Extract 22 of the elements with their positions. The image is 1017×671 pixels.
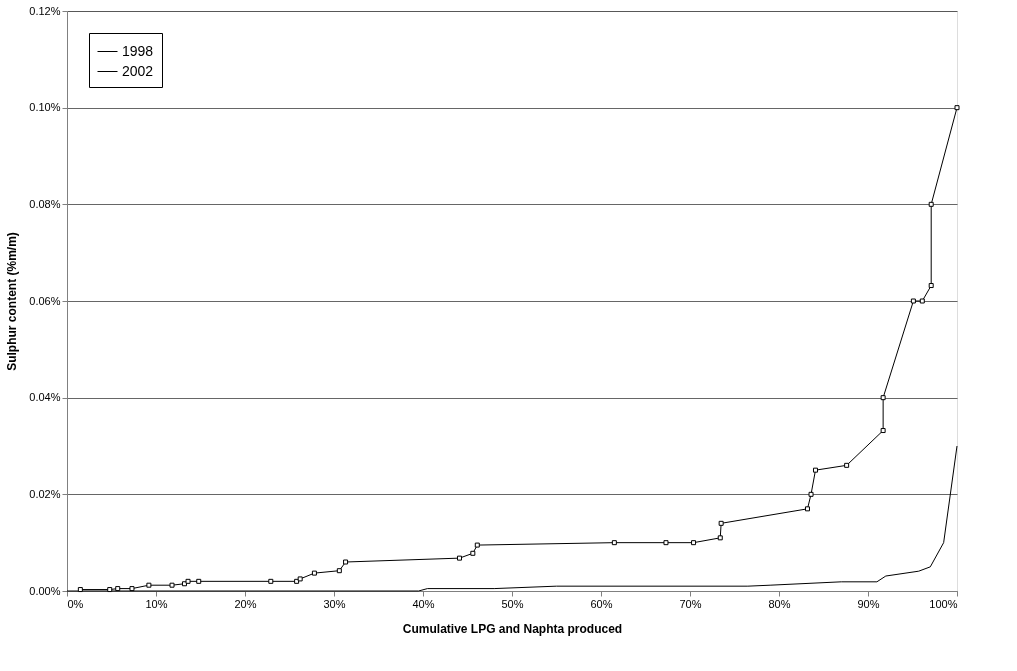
- x-tick-label: 30%: [323, 597, 346, 610]
- x-tick-label: 0%: [67, 597, 84, 610]
- x-tick-label: 90%: [857, 597, 880, 610]
- y-tick-label: 0.02%: [29, 487, 61, 500]
- x-axis-title: Cumulative LPG and Naphta produced: [402, 621, 623, 636]
- x-tick-label: 60%: [590, 597, 613, 610]
- x-tick-label: 100%: [929, 597, 958, 610]
- x-tick-label: 10%: [145, 597, 168, 610]
- y-tick-label: 0.04%: [29, 391, 61, 404]
- x-tick-label: 40%: [412, 597, 435, 610]
- y-tick-label: 0.12%: [29, 4, 61, 17]
- x-tick-label: 20%: [234, 597, 257, 610]
- legend-label: 2002: [122, 62, 154, 79]
- y-tick-label: 0.00%: [29, 584, 61, 597]
- x-tick-label: 50%: [501, 597, 524, 610]
- y-tick-label: 0.06%: [29, 294, 61, 307]
- y-tick-label: 0.10%: [29, 101, 61, 114]
- x-tick-label: 80%: [768, 597, 791, 610]
- x-tick-label: 70%: [679, 597, 702, 610]
- y-axis-title: Sulphur content (%m/m): [5, 232, 20, 371]
- legend-label: 1998: [122, 42, 154, 59]
- y-tick-label: 0.08%: [29, 197, 61, 210]
